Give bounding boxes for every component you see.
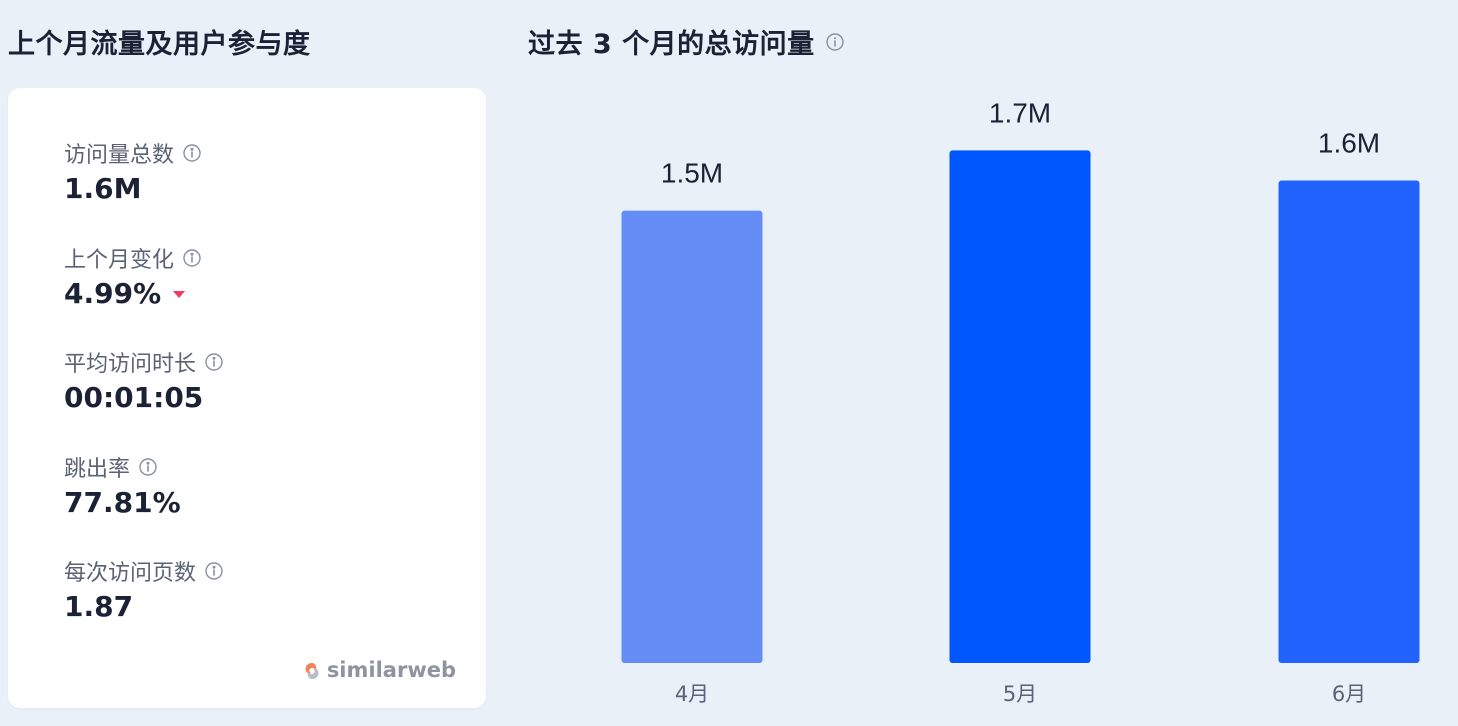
metric-label-row: 访问量总数 xyxy=(64,138,202,168)
metric-value-row: 77.81% xyxy=(64,486,181,519)
metric-label: 上个月变化 xyxy=(64,248,175,273)
metric-label: 访问量总数 xyxy=(64,143,175,168)
metric-value-row: 1.87 xyxy=(64,590,224,623)
traffic-engagement-title-text: 上个月流量及用户参与度 xyxy=(8,29,311,60)
bar-value-label: 1.5M xyxy=(661,158,723,189)
metric-label-row: 跳出率 xyxy=(64,452,181,482)
info-icon[interactable] xyxy=(182,143,202,163)
metric-label: 每次访问页数 xyxy=(64,561,197,586)
metric-value: 4.99% xyxy=(64,277,162,310)
metric-label-row: 平均访问时长 xyxy=(64,347,224,377)
total-visits-title-text: 过去 3 个月的总访问量 xyxy=(528,29,815,60)
metric-value-row: 4.99% xyxy=(64,277,202,310)
bar-value-label: 1.6M xyxy=(1318,127,1380,158)
metric-value: 00:01:05 xyxy=(64,381,204,414)
trend-down-icon xyxy=(173,291,186,298)
metric-label-row: 上个月变化 xyxy=(64,243,202,273)
x-tick-label: 4月 xyxy=(675,682,709,706)
metric-label-row: 每次访问页数 xyxy=(64,556,224,586)
bar-value-label: 1.7M xyxy=(989,97,1051,128)
info-icon[interactable] xyxy=(204,561,224,581)
metric-monthly-change: 上个月变化 4.99% xyxy=(64,243,202,310)
metric-bounce-rate: 跳出率 77.81% xyxy=(64,452,181,519)
metric-label: 跳出率 xyxy=(64,457,131,482)
metric-value-row: 00:01:05 xyxy=(64,381,224,414)
metric-avg-visit-duration: 平均访问时长 00:01:05 xyxy=(64,347,224,414)
metric-value: 77.81% xyxy=(64,486,181,519)
total-visits-title: 过去 3 个月的总访问量 xyxy=(528,22,845,61)
similarweb-brand: similarweb xyxy=(303,658,456,682)
metric-pages-per-visit: 每次访问页数 1.87 xyxy=(64,556,224,623)
engagement-stats-card: 访问量总数 1.6M 上个月变化 4.99% 平均访问时长 xyxy=(8,88,486,708)
bar-6月[interactable] xyxy=(1278,180,1420,663)
bar-4月[interactable] xyxy=(621,210,763,663)
brand-name: similarweb xyxy=(326,658,456,682)
x-tick-label: 5月 xyxy=(1003,682,1037,706)
metric-total-visits: 访问量总数 1.6M xyxy=(64,138,202,205)
metric-value: 1.87 xyxy=(64,590,134,623)
bar-5月[interactable] xyxy=(949,150,1091,663)
info-icon[interactable] xyxy=(825,32,845,52)
info-icon[interactable] xyxy=(182,248,202,268)
x-tick-label: 6月 xyxy=(1332,682,1366,706)
info-icon[interactable] xyxy=(138,457,158,477)
similarweb-logo-icon xyxy=(303,661,321,679)
info-icon[interactable] xyxy=(204,352,224,372)
traffic-engagement-title: 上个月流量及用户参与度 xyxy=(8,22,311,61)
metric-value-row: 1.6M xyxy=(64,172,202,205)
metric-label: 平均访问时长 xyxy=(64,352,197,377)
metric-value: 1.6M xyxy=(64,172,142,205)
